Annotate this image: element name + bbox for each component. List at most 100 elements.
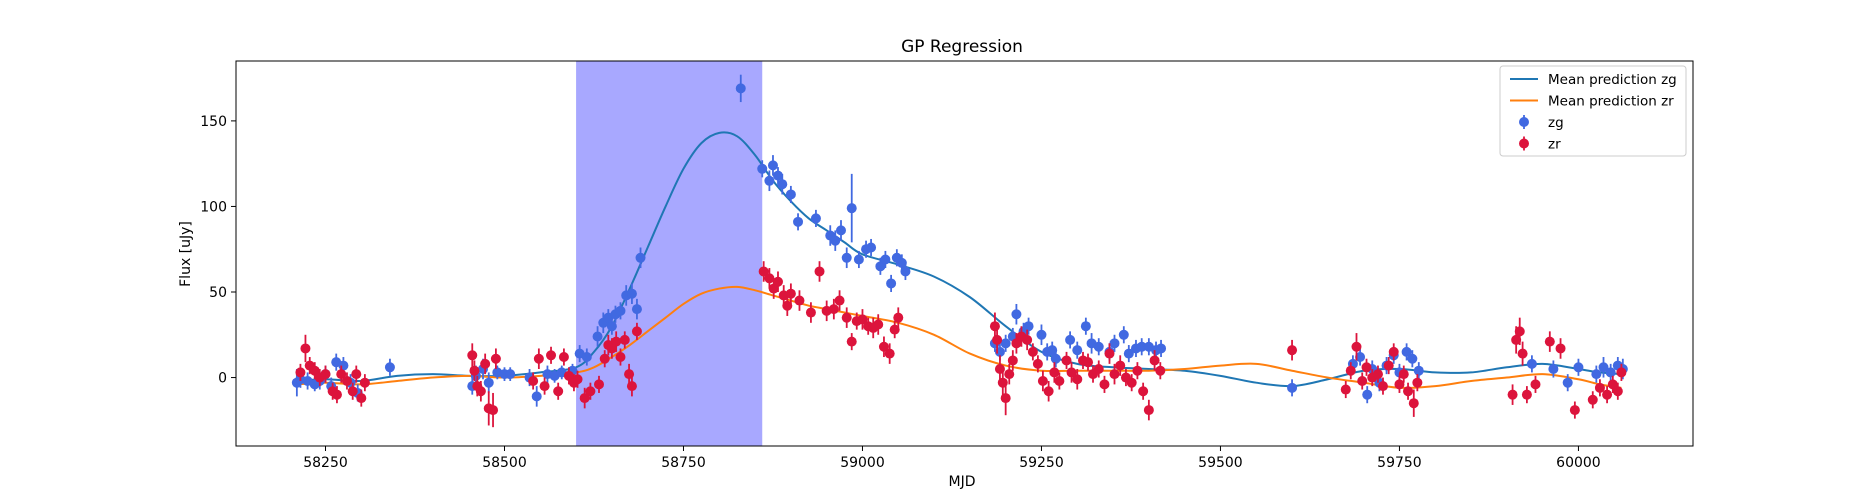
point-zr: [1372, 369, 1383, 380]
point-zg: [1156, 343, 1167, 354]
point-zg: [1093, 341, 1104, 352]
axes-layer: 58250 58500 58750 59000 59250 59500 59750 60000…: [200, 60, 1694, 471]
point-zr: [1054, 375, 1065, 386]
y-tick-label: 150: [200, 114, 227, 130]
point-zg: [785, 189, 796, 200]
point-zr: [1594, 382, 1605, 393]
point-zr: [1530, 379, 1541, 390]
point-zg: [615, 305, 626, 316]
point-zr: [611, 336, 622, 347]
y-tick-label: 50: [209, 285, 227, 301]
point-zr: [1612, 386, 1623, 397]
point-zg: [592, 331, 603, 342]
point-zr: [805, 307, 816, 318]
point-zr: [1007, 355, 1018, 366]
point-zr: [1027, 346, 1038, 357]
point-zg: [1598, 362, 1609, 373]
point-zr: [841, 312, 852, 323]
point-zr: [320, 369, 331, 380]
highlight-span: [576, 61, 763, 446]
point-zr: [359, 377, 370, 388]
point-zr: [1115, 360, 1126, 371]
point-zr: [1351, 341, 1362, 352]
point-zr: [1394, 379, 1405, 390]
plot-frame: [235, 60, 1694, 447]
point-zg: [900, 266, 911, 277]
point-zr: [1521, 389, 1532, 400]
point-zr: [1607, 379, 1618, 390]
point-zg: [793, 216, 804, 227]
point-zr: [1403, 386, 1414, 397]
point-zg: [1065, 334, 1076, 345]
point-zg: [1080, 321, 1091, 332]
y-axis-title: Flux [uJy]: [178, 221, 194, 287]
point-zr: [1388, 346, 1399, 357]
point-zg: [764, 175, 775, 186]
x-tick-label: 58750: [661, 455, 706, 471]
point-zg: [1011, 309, 1022, 320]
point-zg: [1573, 362, 1584, 373]
point-zr: [1514, 326, 1525, 337]
point-zr: [846, 336, 857, 347]
point-zr: [572, 374, 583, 385]
point-zg: [1000, 338, 1011, 349]
point-zr: [1398, 369, 1409, 380]
point-zr: [553, 386, 564, 397]
x-tick-label: 59750: [1377, 455, 1422, 471]
point-zr: [1544, 336, 1555, 347]
point-zr: [1022, 334, 1033, 345]
x-tick-label: 58500: [482, 455, 527, 471]
point-zg: [1118, 329, 1129, 340]
legend-box: [1499, 65, 1687, 157]
point-zg: [1287, 382, 1298, 393]
point-zg: [1605, 367, 1616, 378]
point-zr: [873, 319, 884, 330]
point-zr: [1149, 355, 1160, 366]
series-layer: [291, 74, 1628, 428]
point-zg: [835, 225, 846, 236]
point-zr: [1412, 377, 1423, 388]
point-zr: [1061, 355, 1072, 366]
legend-entry-zg-label: zg: [1548, 115, 1564, 131]
point-zr: [1507, 389, 1518, 400]
point-zg: [1123, 348, 1134, 359]
point-zr: [1377, 381, 1388, 392]
point-zg: [1047, 345, 1058, 356]
point-zr: [1616, 367, 1627, 378]
legend: Mean prediction zg Mean prediction zr zg zr: [1499, 65, 1687, 157]
point-zr: [1602, 389, 1613, 400]
legend-entry-zr-swatch: [1519, 138, 1529, 149]
point-zg: [1072, 345, 1083, 356]
point-zr: [1104, 348, 1115, 359]
point-zr: [1099, 379, 1110, 390]
point-zr: [467, 350, 478, 361]
point-zg: [1050, 353, 1061, 364]
point-zg: [886, 278, 897, 289]
point-zg: [531, 391, 542, 402]
point-zr: [295, 367, 306, 378]
point-zr: [1340, 384, 1351, 395]
point-zr: [1517, 348, 1528, 359]
point-zr: [1155, 365, 1166, 376]
point-zr: [1109, 369, 1120, 380]
point-zr: [351, 369, 362, 380]
point-zr: [992, 334, 1003, 345]
point-zg: [735, 83, 746, 94]
point-zr: [475, 386, 486, 397]
highlight-span-layer: [576, 61, 763, 446]
point-zr: [1011, 338, 1022, 349]
chart-title: GP Regression: [901, 37, 1023, 57]
point-zg: [505, 369, 516, 380]
point-zr: [1032, 358, 1043, 369]
point-zr: [533, 353, 544, 364]
point-zg: [1413, 365, 1424, 376]
point-zr: [1138, 386, 1149, 397]
point-zr: [834, 295, 845, 306]
point-zg: [626, 288, 637, 299]
point-zr: [593, 379, 604, 390]
x-axis-title: MJD: [949, 474, 976, 490]
point-zr: [1555, 343, 1566, 354]
point-zr: [1587, 394, 1598, 405]
point-zr: [1037, 375, 1048, 386]
